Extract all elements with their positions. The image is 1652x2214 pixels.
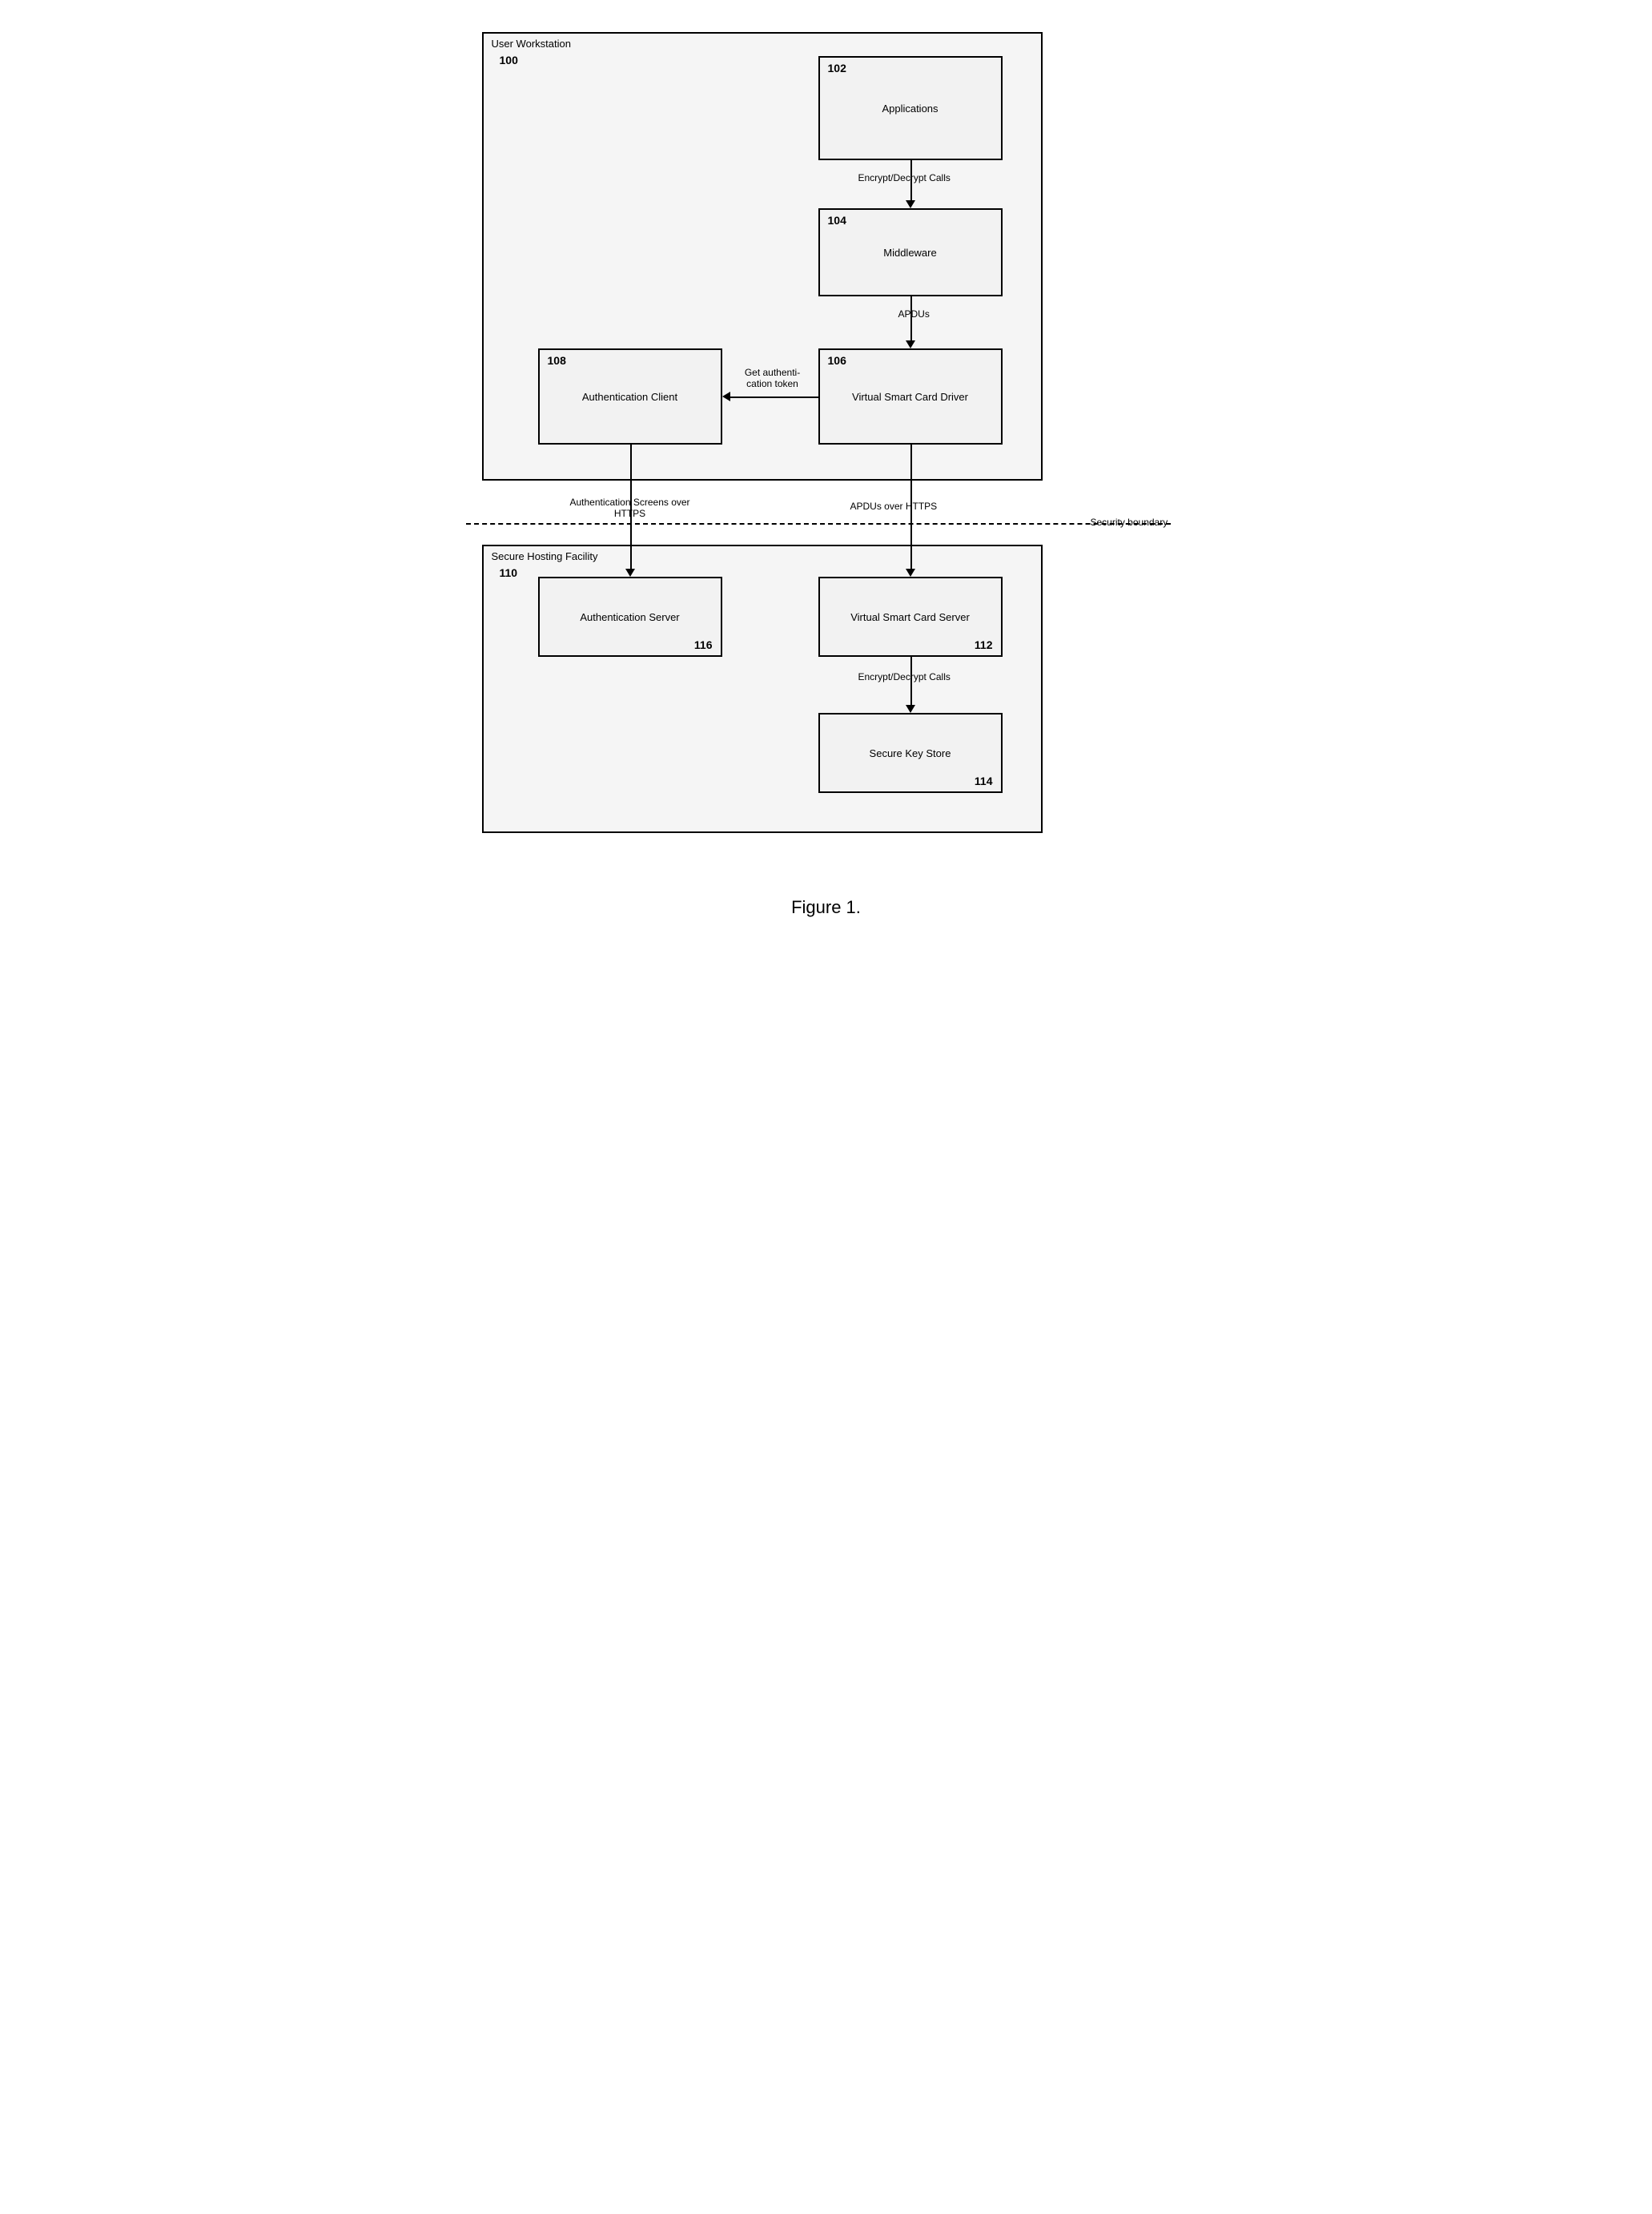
- edge-label-get-token: Get authenti-cation token: [737, 367, 809, 390]
- edge-label-auth-screens: Authentication Screens over HTTPS: [562, 497, 698, 520]
- container-workstation-label: User Workstation: [492, 38, 571, 50]
- node-applications-id: 102: [828, 62, 846, 74]
- edge-get-token: [730, 397, 818, 398]
- edge-label-encrypt-decrypt-1: Encrypt/Decrypt Calls: [858, 172, 951, 183]
- arrow-head-icon: [906, 569, 915, 577]
- node-key-store-label: Secure Key Store: [870, 747, 951, 759]
- node-vsc-server-label: Virtual Smart Card Server: [850, 611, 970, 623]
- node-middleware-label: Middleware: [883, 247, 936, 259]
- arrow-head-icon: [722, 392, 730, 401]
- container-workstation-id: 100: [500, 54, 518, 66]
- node-vsc-server-id: 112: [975, 638, 993, 651]
- edge-label-apdus: APDUs: [898, 308, 930, 320]
- edge-label-encrypt-decrypt-2: Encrypt/Decrypt Calls: [858, 671, 951, 682]
- node-applications: 102 Applications: [818, 56, 1003, 160]
- figure-caption: Figure 1.: [32, 897, 1620, 918]
- node-middleware: 104 Middleware: [818, 208, 1003, 296]
- node-auth-server-id: 116: [694, 638, 713, 651]
- arrow-head-icon: [906, 200, 915, 208]
- security-boundary-label: Security boundary: [1091, 517, 1168, 528]
- edge-label-apdus-https: APDUs over HTTPS: [850, 501, 938, 512]
- security-boundary-line: [466, 523, 1171, 525]
- node-auth-client-label: Authentication Client: [582, 391, 677, 403]
- node-driver-label: Virtual Smart Card Driver: [852, 391, 968, 403]
- node-driver-id: 106: [828, 354, 846, 367]
- arrow-head-icon: [906, 705, 915, 713]
- arrow-head-icon: [625, 569, 635, 577]
- node-auth-client-id: 108: [548, 354, 566, 367]
- container-hosting-label: Secure Hosting Facility: [492, 550, 598, 562]
- node-driver: 106 Virtual Smart Card Driver: [818, 348, 1003, 445]
- node-auth-client: 108 Authentication Client: [538, 348, 722, 445]
- arrow-head-icon: [906, 340, 915, 348]
- node-applications-label: Applications: [882, 103, 938, 115]
- container-hosting-id: 110: [500, 566, 518, 579]
- node-key-store-id: 114: [975, 775, 993, 787]
- node-auth-server: Authentication Server 116: [538, 577, 722, 657]
- node-middleware-id: 104: [828, 214, 846, 227]
- node-vsc-server: Virtual Smart Card Server 112: [818, 577, 1003, 657]
- node-auth-server-label: Authentication Server: [580, 611, 679, 623]
- node-key-store: Secure Key Store 114: [818, 713, 1003, 793]
